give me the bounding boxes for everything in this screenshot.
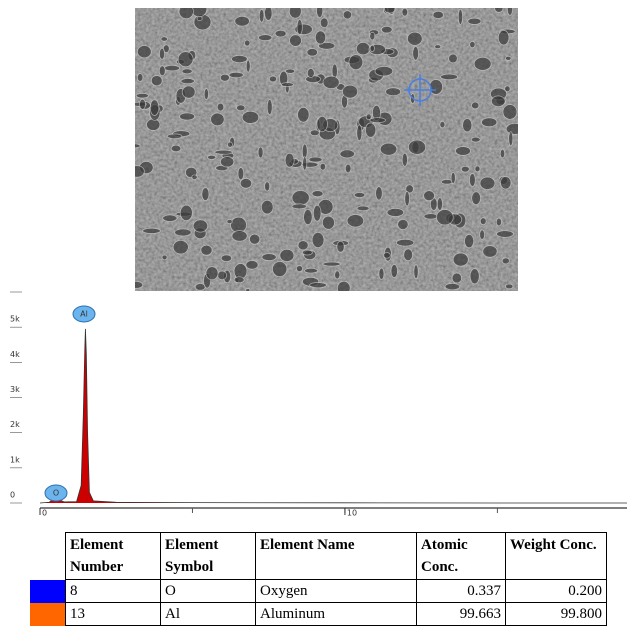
y-tick-label: 6k <box>10 288 20 289</box>
y-tick-label: 1k <box>10 455 20 464</box>
y-tick-label: 2k <box>10 420 20 429</box>
table-cell: Oxygen <box>256 580 417 603</box>
table-cell: 13 <box>66 603 161 626</box>
y-tick-label: 0 <box>10 491 15 500</box>
table-cell: 0.337 <box>417 580 506 603</box>
column-header: Element Symbol <box>161 533 256 580</box>
column-header: Weight Conc. <box>506 533 607 580</box>
column-header: Element Number <box>66 533 161 580</box>
row-color <box>30 603 66 626</box>
column-header: Element Name <box>256 533 417 580</box>
page: 01k2k3k4k5k6k010AlO Element NumberElemen… <box>0 0 627 642</box>
spectrum-area <box>40 329 627 503</box>
peak-label: O <box>53 489 59 498</box>
spectrum-line <box>40 329 627 503</box>
y-tick-label: 4k <box>10 350 20 359</box>
table-cell: Al <box>161 603 256 626</box>
sem-image <box>135 8 518 291</box>
table-cell: O <box>161 580 256 603</box>
y-tick-label: 3k <box>10 385 20 394</box>
x-tick-label: 0 <box>42 509 47 518</box>
table-cell: 8 <box>66 580 161 603</box>
y-tick-label: 5k <box>10 315 20 324</box>
column-header: Atomic Conc. <box>417 533 506 580</box>
table-cell: 99.800 <box>506 603 607 626</box>
table-cell: Aluminum <box>256 603 417 626</box>
peak-label: Al <box>80 310 88 319</box>
row-color <box>30 580 66 603</box>
x-tick-label: 10 <box>347 509 357 518</box>
table-cell: 0.200 <box>506 580 607 603</box>
table-cell: 99.663 <box>417 603 506 626</box>
spectrum-chart: 0 1k 2k 3k 4k 5k 6k 0 10 Al O <box>0 288 627 528</box>
